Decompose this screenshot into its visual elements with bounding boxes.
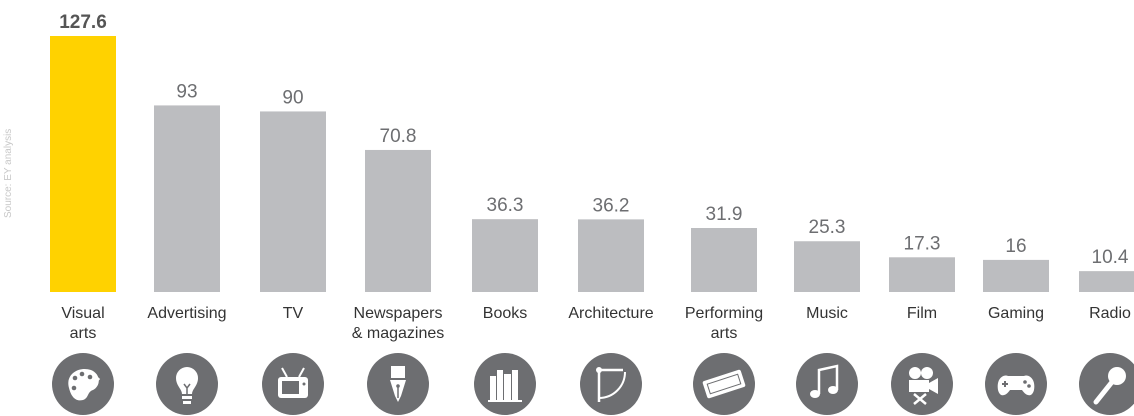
value-label-2: 90 <box>282 87 303 108</box>
value-label-4: 36.3 <box>487 195 524 216</box>
bar-3 <box>365 149 431 292</box>
bar-6 <box>691 228 757 292</box>
tv-icon <box>262 353 324 415</box>
film-camera-icon <box>891 353 953 415</box>
bar-5 <box>578 219 644 292</box>
microphone-icon <box>1079 353 1134 415</box>
compass-icon <box>580 353 642 415</box>
bar-0 <box>50 36 116 292</box>
bar-4 <box>472 219 538 292</box>
bar-9 <box>983 259 1049 292</box>
value-label-0: 127.6 <box>59 12 107 33</box>
books-icon <box>474 353 536 415</box>
palette-icon <box>52 353 114 415</box>
category-label-3: Newspapers & magazines <box>352 305 445 342</box>
music-notes-icon <box>796 353 858 415</box>
bar-7 <box>794 241 860 292</box>
value-label-3: 70.8 <box>380 126 417 147</box>
gamepad-icon <box>985 353 1047 415</box>
bar-1 <box>154 105 220 292</box>
value-label-9: 16 <box>1005 236 1026 257</box>
lightbulb-icon <box>156 353 218 415</box>
category-label-8: Film <box>907 305 937 322</box>
category-label-7: Music <box>806 305 848 322</box>
category-label-6: Performing arts <box>685 305 763 342</box>
value-label-8: 17.3 <box>904 233 941 254</box>
category-label-2: TV <box>283 305 304 322</box>
category-label-9: Gaming <box>988 305 1044 322</box>
value-label-5: 36.2 <box>593 195 630 216</box>
bar-8 <box>889 257 955 292</box>
value-label-1: 93 <box>176 81 197 102</box>
bar-2 <box>260 111 326 293</box>
category-label-4: Books <box>483 305 527 322</box>
ticket-icon <box>693 353 755 415</box>
category-label-0: Visual arts <box>61 305 104 342</box>
value-label-7: 25.3 <box>809 217 846 238</box>
value-label-6: 31.9 <box>706 204 743 225</box>
category-label-5: Architecture <box>568 305 653 322</box>
value-label-10: 10.4 <box>1092 247 1129 268</box>
pen-nib-icon <box>367 353 429 415</box>
category-label-10: Radio <box>1089 305 1131 322</box>
category-label-1: Advertising <box>147 305 226 322</box>
bar-10 <box>1079 271 1134 292</box>
